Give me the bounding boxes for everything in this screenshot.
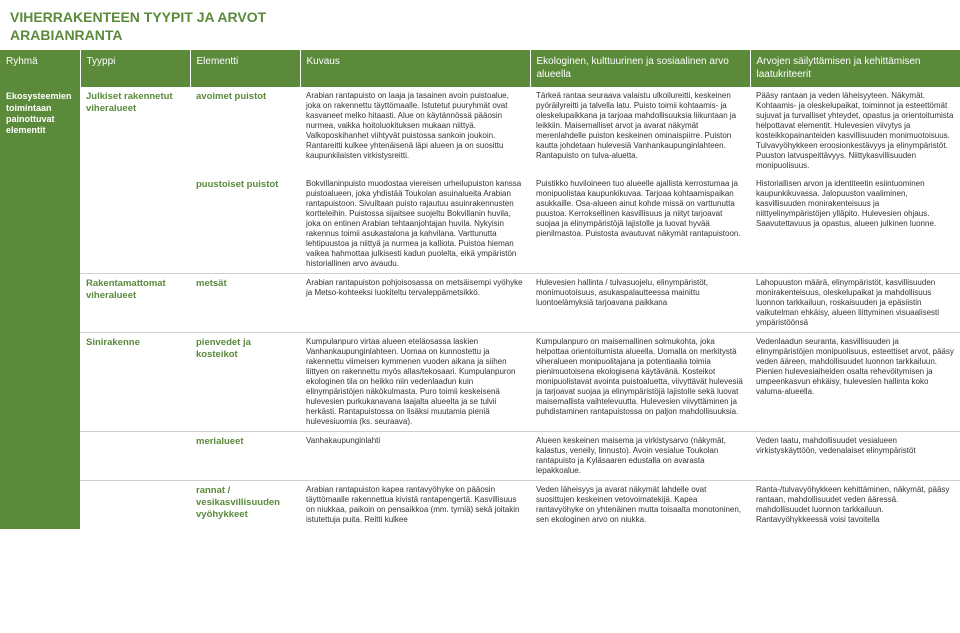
tyyppi-cell: Sinirakenne: [80, 333, 190, 432]
elementti-cell: metsät: [190, 274, 300, 333]
arvot-cell: Pääsy rantaan ja veden läheisyyteen. Näk…: [750, 87, 960, 175]
table-row: rannat / vesikasvillisuuden vyöhykkeet A…: [0, 481, 960, 529]
kuvaus-cell: Kumpulanpuro virtaa alueen eteläosassa l…: [300, 333, 530, 432]
table-row: puustoiset puistot Bokvillaninpuisto muo…: [0, 175, 960, 274]
kuvaus-cell: Arabian rantapuisto on laaja ja tasainen…: [300, 87, 530, 175]
kuvaus-cell: Bokvillaninpuisto muodostaa viereisen ur…: [300, 175, 530, 274]
title-line-1: VIHERRAKENTEEN TYYPIT JA ARVOT: [10, 8, 950, 26]
table-row: Rakentamattomat viheralueet metsät Arabi…: [0, 274, 960, 333]
tyyppi-cell: Rakentamattomat viheralueet: [80, 274, 190, 333]
header-row: Ryhmä Tyyppi Elementti Kuvaus Ekologinen…: [0, 50, 960, 87]
col-header-ryhma: Ryhmä: [0, 50, 80, 87]
tyyppi-cell: [80, 481, 190, 529]
page-title-block: VIHERRAKENTEEN TYYPIT JA ARVOT ARABIANRA…: [0, 0, 960, 50]
table-row: Ekosysteemien toimintaan painottuvat ele…: [0, 87, 960, 175]
elementti-cell: puustoiset puistot: [190, 175, 300, 274]
kuvaus-cell: Arabian rantapuiston kapea rantavyöhyke …: [300, 481, 530, 529]
arvot-cell: Lahopuuston määrä, elinympäristöt, kasvi…: [750, 274, 960, 333]
ekolog-cell: Veden läheisyys ja avarat näkymät lahdel…: [530, 481, 750, 529]
col-header-kuvaus: Kuvaus: [300, 50, 530, 87]
ekolog-cell: Hulevesien hallinta / tulvasuojelu, elin…: [530, 274, 750, 333]
arvot-cell: Ranta-/tulvavyöhykkeen kehittäminen, näk…: [750, 481, 960, 529]
col-header-ekolog: Ekologinen, kulttuurinen ja sosiaalinen …: [530, 50, 750, 87]
col-header-elementti: Elementti: [190, 50, 300, 87]
ekolog-cell: Puistikko huviloineen tuo alueelle ajall…: [530, 175, 750, 274]
arvot-cell: Veden laatu, mahdollisuudet vesialueen v…: [750, 432, 960, 481]
arvot-cell: Vedenlaadun seuranta, kasvillisuuden ja …: [750, 333, 960, 432]
arvot-cell: Historiallisen arvon ja identiteetin esi…: [750, 175, 960, 274]
tyyppi-cell: Julkiset rakennetut viheralueet: [80, 87, 190, 175]
ekolog-cell: Kumpulanpuro on maisemallinen solmukohta…: [530, 333, 750, 432]
elementti-cell: merialueet: [190, 432, 300, 481]
tyyppi-cell: [80, 432, 190, 481]
data-table: Ryhmä Tyyppi Elementti Kuvaus Ekologinen…: [0, 50, 960, 529]
kuvaus-cell: Arabian rantapuiston pohjoisosassa on me…: [300, 274, 530, 333]
table-row: merialueet Vanhakaupunginlahti Alueen ke…: [0, 432, 960, 481]
col-header-tyyppi: Tyyppi: [80, 50, 190, 87]
table-row: Sinirakenne pienvedet ja kosteikot Kumpu…: [0, 333, 960, 432]
elementti-cell: rannat / vesikasvillisuuden vyöhykkeet: [190, 481, 300, 529]
kuvaus-cell: Vanhakaupunginlahti: [300, 432, 530, 481]
ryhma-cell: Ekosysteemien toimintaan painottuvat ele…: [0, 87, 80, 529]
elementti-cell: pienvedet ja kosteikot: [190, 333, 300, 432]
col-header-arvot: Arvojen säilyttämisen ja kehittämisen la…: [750, 50, 960, 87]
elementti-cell: avoimet puistot: [190, 87, 300, 175]
ekolog-cell: Alueen keskeinen maisema ja virkistysarv…: [530, 432, 750, 481]
ekolog-cell: Tärkeä rantaa seuraava valaistu ulkoilur…: [530, 87, 750, 175]
title-line-2: ARABIANRANTA: [10, 26, 950, 44]
tyyppi-cell: [80, 175, 190, 274]
